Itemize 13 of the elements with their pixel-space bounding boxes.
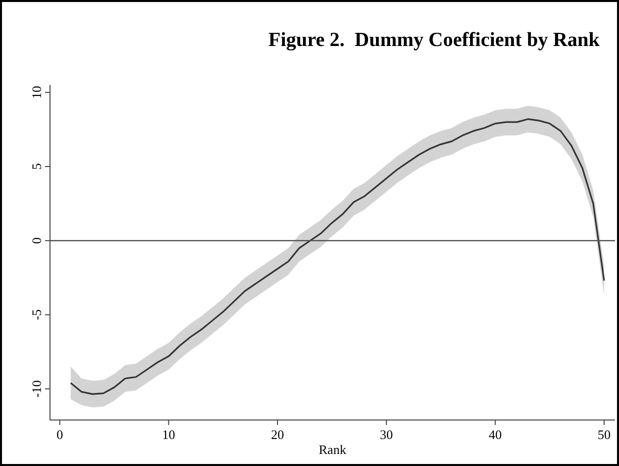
y-tick-label: 0 <box>29 237 44 244</box>
x-tick-label: 0 <box>56 427 64 442</box>
x-tick-label: 30 <box>380 427 393 442</box>
chart-title: Figure 2. Dummy Coefficient by Rank <box>268 29 601 51</box>
y-tick-label: -5 <box>29 309 44 320</box>
x-axis-title: Rank <box>318 442 347 457</box>
y-tick-label: 5 <box>29 163 44 170</box>
x-tick-label: 10 <box>162 427 176 442</box>
y-tick-label: 10 <box>29 86 44 99</box>
x-tick-label: 50 <box>598 427 611 442</box>
x-tick-label: 40 <box>488 427 502 442</box>
y-tick-label: -10 <box>29 380 44 398</box>
x-tick-label: 20 <box>271 427 284 442</box>
